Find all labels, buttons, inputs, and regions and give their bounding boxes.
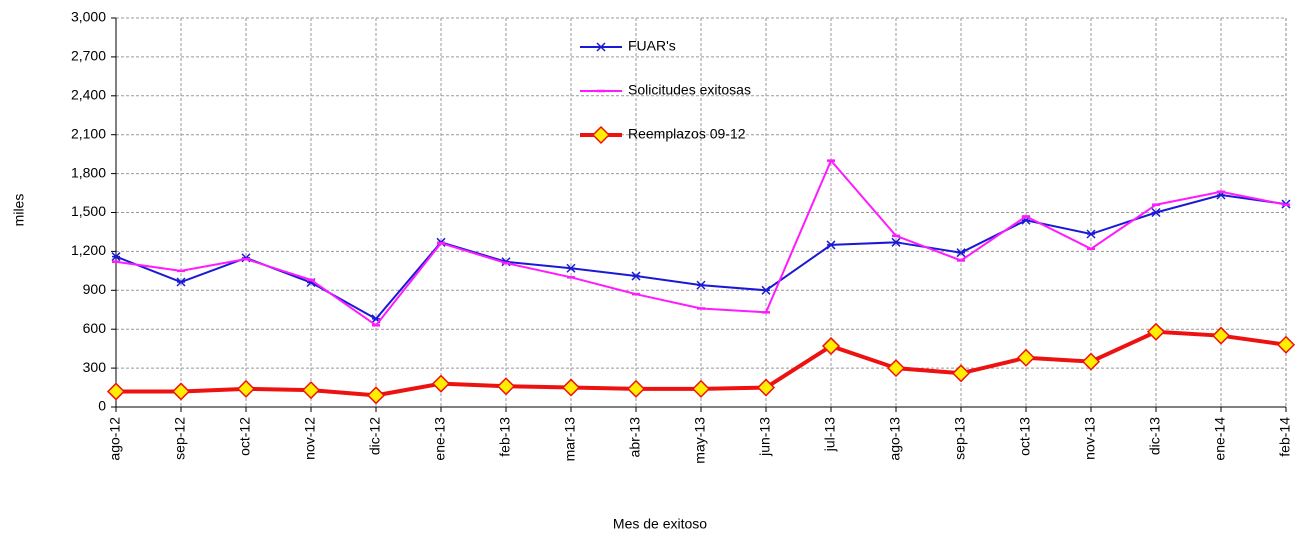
x-tick-label: feb-14 [1277, 417, 1293, 457]
point [1276, 335, 1296, 354]
point [956, 248, 966, 258]
point [1211, 326, 1231, 345]
point [756, 378, 776, 397]
point [176, 277, 186, 287]
point [431, 374, 451, 393]
point [761, 285, 771, 295]
x-tick-label: sep-13 [952, 417, 968, 460]
point [1151, 207, 1161, 218]
point [566, 263, 576, 273]
x-tick-label: dic-12 [367, 417, 383, 455]
point [1146, 322, 1166, 341]
point [496, 377, 516, 396]
x-tick-label: ene-13 [432, 417, 448, 461]
x-tick-label: jun-13 [757, 417, 773, 457]
point [111, 252, 121, 262]
legend-label: Solicitudes exitosas [628, 82, 751, 98]
point [561, 378, 581, 397]
x-tick-label: ene-14 [1212, 417, 1228, 461]
point [626, 379, 646, 398]
point [691, 379, 711, 398]
x-tick-label: ago-12 [107, 417, 123, 461]
legend-marker [591, 125, 611, 145]
y-tick-label: 2,700 [71, 48, 106, 64]
x-tick-label: nov-13 [1082, 417, 1098, 460]
point [951, 364, 971, 383]
legend-label: FUAR's [628, 38, 676, 54]
legend-marker [596, 42, 606, 52]
point [821, 336, 841, 356]
y-tick-label: 1,200 [71, 242, 106, 258]
point [631, 271, 641, 281]
y-axis-title: miles [11, 194, 27, 227]
x-axis-title: Mes de exitoso [613, 516, 707, 532]
y-tick-label: 0 [98, 398, 106, 414]
x-tick-label: jul-13 [822, 417, 838, 452]
x-tick-label: nov-12 [302, 417, 318, 460]
point [301, 381, 321, 400]
y-tick-label: 300 [83, 359, 107, 375]
x-tick-label: dic-13 [1147, 417, 1163, 455]
legend-label: Reemplazos 09-12 [628, 126, 746, 142]
point [236, 379, 256, 398]
y-tick-label: 3,000 [71, 9, 106, 25]
x-tick-label: oct-12 [237, 417, 253, 456]
x-tick-label: may-13 [692, 417, 708, 464]
point [891, 237, 901, 247]
y-tick-label: 1,500 [71, 203, 106, 219]
x-tick-label: abr-13 [627, 417, 643, 458]
point [696, 280, 706, 290]
x-tick-label: oct-13 [1017, 417, 1033, 456]
y-tick-label: 1,800 [71, 164, 106, 180]
y-tick-label: 600 [83, 320, 107, 336]
point [1016, 348, 1036, 367]
point [366, 386, 386, 405]
y-tick-label: 2,400 [71, 87, 106, 103]
x-tick-label: feb-13 [497, 417, 513, 457]
point [826, 240, 836, 250]
x-tick-label: mar-13 [562, 417, 578, 462]
point [171, 382, 191, 401]
point [886, 359, 906, 378]
y-tick-label: 900 [83, 281, 107, 297]
point [1081, 352, 1101, 371]
y-tick-label: 2,100 [71, 125, 106, 141]
point [106, 382, 126, 401]
point [1086, 229, 1096, 239]
x-tick-label: ago-13 [887, 417, 903, 461]
x-tick-label: sep-12 [172, 417, 188, 460]
